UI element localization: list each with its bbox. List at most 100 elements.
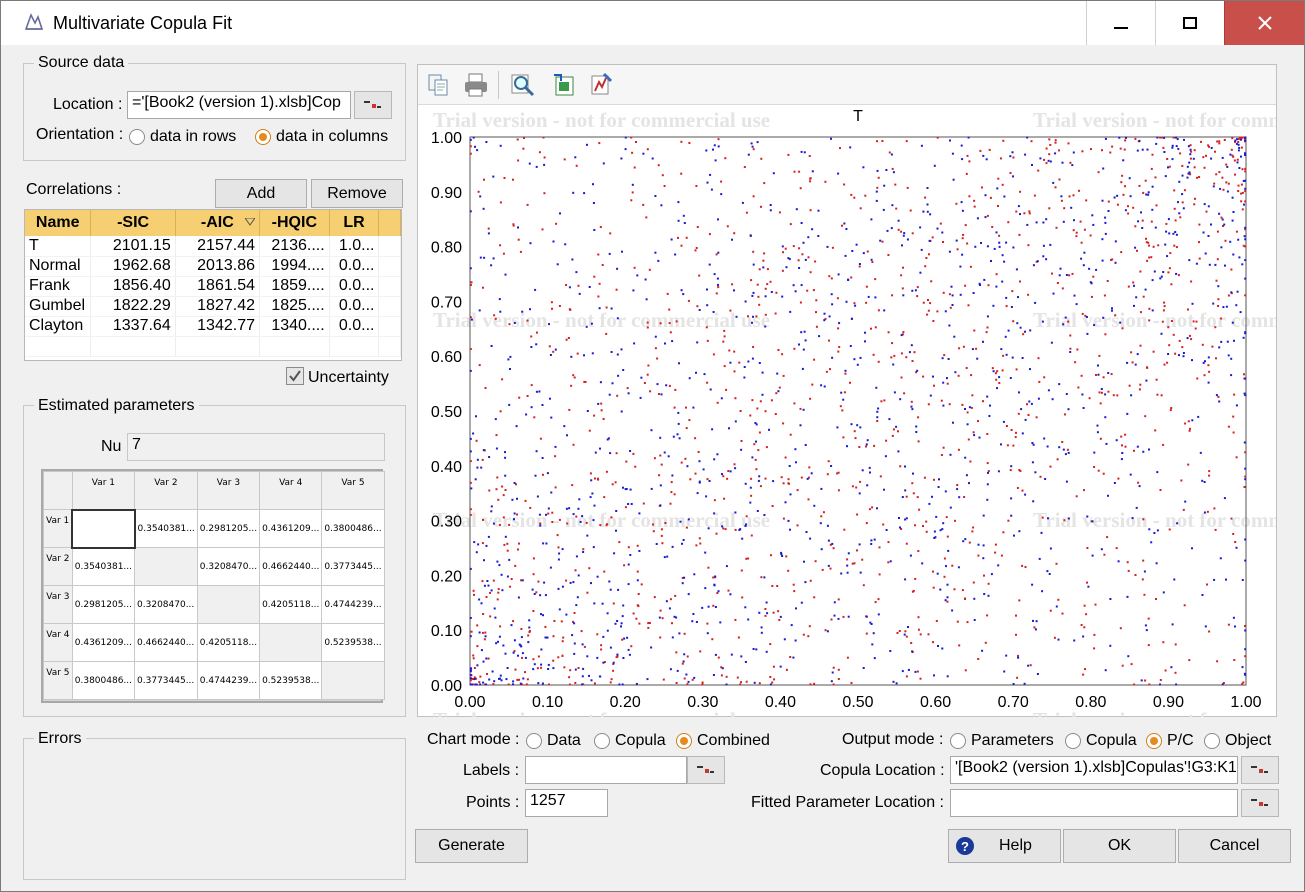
radio-output-object[interactable]: Object <box>1204 732 1271 750</box>
col-header-aic[interactable]: -AIC <box>175 210 261 236</box>
matrix-cell[interactable]: 0.3540381... <box>71 547 136 586</box>
radio-chart-mode-copula[interactable]: Copula <box>594 732 666 750</box>
table-row[interactable]: Clayton 1337.64 1342.77 1340.... 0.0... <box>25 316 401 337</box>
matrix-cell[interactable]: 0.3773445... <box>134 661 198 700</box>
minimize-button[interactable] <box>1086 1 1154 45</box>
matrix-cell[interactable]: 0.4744239... <box>321 585 385 624</box>
matrix-cell[interactable]: 0.4744239... <box>196 661 261 700</box>
remove-button[interactable]: Remove <box>311 179 403 208</box>
matrix-cell[interactable]: 0.3208470... <box>196 547 261 586</box>
matrix-cell[interactable]: 0.3800486... <box>71 661 136 700</box>
matrix-cell[interactable]: 0.5239538... <box>259 661 323 700</box>
matrix-cell[interactable] <box>71 508 136 549</box>
scatter-point <box>1188 171 1191 174</box>
scatter-point <box>487 535 490 538</box>
scatter-point <box>1015 268 1018 271</box>
scatter-point <box>989 404 991 407</box>
matrix-cell[interactable]: 0.4361209... <box>71 623 136 662</box>
scatter-point <box>1041 590 1044 593</box>
location-input[interactable]: ='[Book2 (version 1).xlsb]Cop <box>127 91 351 119</box>
add-button[interactable]: Add <box>215 179 307 208</box>
matrix-cell[interactable]: 0.4205118... <box>259 585 323 624</box>
scatter-point <box>958 347 961 350</box>
cancel-button[interactable]: Cancel <box>1178 829 1291 863</box>
help-button[interactable]: ? Help <box>948 829 1061 863</box>
scatter-point <box>1157 244 1160 247</box>
scatter-point <box>885 169 888 171</box>
radio-chart-mode-data[interactable]: Data <box>526 732 581 750</box>
matrix-cell[interactable]: 0.4662440... <box>134 623 198 662</box>
ok-button[interactable]: OK <box>1063 829 1176 863</box>
fitted-param-location-input[interactable] <box>950 789 1238 817</box>
matrix-cell[interactable] <box>259 623 323 662</box>
scatter-point <box>798 267 801 269</box>
scatter-point <box>1073 639 1076 642</box>
matrix-cell[interactable] <box>134 547 198 586</box>
table-row[interactable]: Normal 1962.68 2013.86 1994.... 0.0... <box>25 256 401 277</box>
copula-location-input[interactable]: '[Book2 (version 1).xlsb]Copulas'!G3:K1 <box>950 756 1238 784</box>
zoom-icon[interactable] <box>510 72 536 98</box>
scatter-point <box>1096 424 1099 427</box>
matrix-cell[interactable] <box>321 661 385 700</box>
radio-chart-mode-combined[interactable]: Combined <box>676 732 770 750</box>
location-ref-button[interactable] <box>354 91 392 119</box>
correlation-matrix-grid[interactable]: Var 1 Var 2 Var 3 Var 4 Var 5 Var 1 0.3540381.… <box>41 469 385 703</box>
matrix-cell[interactable]: 0.2981205... <box>71 585 136 624</box>
radio-data-in-rows[interactable]: data in rows <box>129 128 236 146</box>
col-header-name[interactable]: Name <box>25 210 92 236</box>
matrix-cell[interactable]: 0.4662440... <box>259 547 323 586</box>
uncertainty-checkbox[interactable] <box>286 367 304 385</box>
scatter-point <box>1171 146 1174 149</box>
radio-output-parameters[interactable]: Parameters <box>950 732 1054 750</box>
scatter-point <box>758 362 761 364</box>
matrix-cell[interactable]: 0.4361209... <box>259 509 323 548</box>
export-excel-icon[interactable] <box>551 72 577 98</box>
scatter-chart[interactable]: Trial version - not for commercial use Tr… <box>418 105 1276 717</box>
scatter-point <box>482 449 485 452</box>
points-input[interactable]: 1257 <box>525 789 608 817</box>
generate-button[interactable]: Generate <box>415 829 528 863</box>
close-button[interactable] <box>1224 1 1304 45</box>
chart-settings-icon[interactable] <box>588 72 614 98</box>
labels-ref-button[interactable] <box>687 756 725 784</box>
print-icon[interactable] <box>463 72 489 98</box>
matrix-cell[interactable]: 0.5239538... <box>321 623 385 662</box>
scatter-point <box>1120 251 1123 254</box>
table-row[interactable]: T 2101.15 2157.44 2136.... 1.0... <box>25 236 401 257</box>
matrix-cell[interactable]: 0.4205118... <box>196 623 261 662</box>
scatter-point <box>482 518 484 521</box>
scatter-point <box>897 450 900 453</box>
matrix-cell[interactable]: 0.3540381... <box>134 509 198 548</box>
correlations-table[interactable]: Name -SIC -AIC -HQIC LR T 2101.15 2157.44 2… <box>24 209 402 361</box>
matrix-cell[interactable]: 0.3208470... <box>134 585 198 624</box>
table-row[interactable]: Gumbel 1822.29 1827.42 1825.... 0.0... <box>25 296 401 317</box>
radio-output-copula[interactable]: Copula <box>1065 732 1137 750</box>
scatter-point <box>1018 233 1021 236</box>
matrix-cell[interactable]: 0.3800486... <box>321 509 385 548</box>
scatter-point <box>1227 354 1230 357</box>
title-bar[interactable]: Multivariate Copula Fit <box>1 1 1304 45</box>
copy-icon[interactable] <box>426 72 452 98</box>
matrix-cell[interactable]: 0.2981205... <box>196 509 261 548</box>
radio-data-in-columns[interactable]: data in columns <box>255 128 388 146</box>
scatter-point <box>578 292 581 295</box>
copula-location-ref-button[interactable] <box>1241 756 1279 784</box>
scatter-point <box>720 193 723 196</box>
scatter-point <box>765 650 768 653</box>
col-header-sic[interactable]: -SIC <box>90 210 176 236</box>
matrix-cell[interactable] <box>196 585 261 624</box>
scatter-point <box>809 271 812 274</box>
scatter-point <box>698 537 701 540</box>
scatter-point <box>961 209 964 212</box>
scatter-point <box>569 581 572 584</box>
scatter-point <box>475 551 478 554</box>
fitted-param-ref-button[interactable] <box>1241 789 1279 817</box>
table-row[interactable]: Frank 1856.40 1861.54 1859.... 0.0... <box>25 276 401 297</box>
labels-input[interactable] <box>525 756 687 784</box>
maximize-button[interactable] <box>1155 1 1223 45</box>
scatter-point <box>750 279 753 282</box>
radio-output-pc[interactable]: P/C <box>1146 732 1194 750</box>
col-header-lr[interactable]: LR <box>329 210 380 236</box>
matrix-cell[interactable]: 0.3773445... <box>321 547 385 586</box>
col-header-hqic[interactable]: -HQIC <box>259 210 330 236</box>
